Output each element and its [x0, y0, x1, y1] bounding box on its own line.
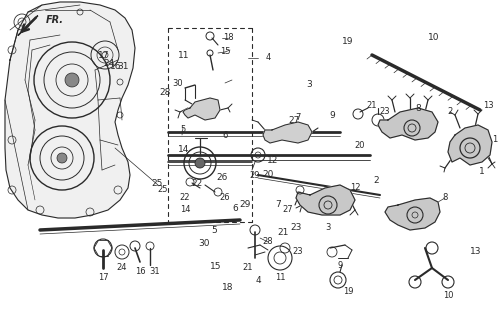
Circle shape — [195, 158, 205, 168]
Text: 18: 18 — [223, 34, 233, 43]
Text: 18: 18 — [222, 283, 234, 292]
Polygon shape — [385, 198, 440, 230]
Text: 11: 11 — [177, 52, 189, 60]
Text: 28: 28 — [262, 237, 273, 246]
Text: 5: 5 — [180, 125, 186, 134]
Text: 3: 3 — [325, 223, 331, 233]
Text: 11: 11 — [275, 274, 285, 283]
Text: 1: 1 — [493, 135, 498, 145]
Polygon shape — [448, 125, 492, 165]
Text: 8: 8 — [442, 194, 448, 203]
Text: 5: 5 — [211, 226, 217, 235]
Text: 15: 15 — [220, 47, 230, 57]
Text: 20: 20 — [262, 170, 273, 179]
Text: 7: 7 — [275, 200, 281, 209]
Text: 9: 9 — [330, 111, 336, 120]
Text: 14: 14 — [178, 145, 189, 154]
Text: 8: 8 — [415, 104, 421, 113]
Text: 13: 13 — [470, 247, 482, 256]
Text: 2: 2 — [374, 176, 379, 185]
Text: 29: 29 — [240, 200, 250, 209]
Text: FR.: FR. — [46, 15, 64, 25]
Text: 12: 12 — [350, 183, 360, 193]
Text: 23: 23 — [290, 223, 301, 232]
Text: 22: 22 — [192, 179, 203, 188]
Text: 20: 20 — [355, 140, 365, 149]
Text: 16: 16 — [134, 268, 145, 276]
Text: 13: 13 — [483, 100, 494, 109]
Text: 6: 6 — [232, 204, 238, 213]
Text: 24: 24 — [117, 263, 127, 273]
Text: 19: 19 — [342, 37, 354, 46]
Text: 3: 3 — [306, 80, 312, 89]
Text: 9: 9 — [337, 260, 343, 269]
Text: 15: 15 — [210, 262, 222, 271]
Polygon shape — [183, 98, 220, 120]
Text: 26: 26 — [217, 173, 228, 182]
Text: 30: 30 — [173, 78, 183, 87]
Text: 28: 28 — [160, 88, 171, 97]
Text: 27: 27 — [288, 116, 299, 125]
Polygon shape — [263, 122, 312, 143]
Text: 7: 7 — [295, 114, 301, 123]
Text: 21: 21 — [243, 263, 253, 273]
Text: 12: 12 — [267, 156, 278, 165]
Text: 31: 31 — [150, 268, 160, 276]
Text: 4: 4 — [255, 276, 261, 285]
Text: 25: 25 — [158, 186, 168, 195]
Text: 19: 19 — [343, 287, 353, 297]
Text: 2: 2 — [447, 108, 453, 116]
Text: 30: 30 — [198, 239, 210, 248]
Text: 10: 10 — [427, 33, 439, 42]
Text: 21: 21 — [367, 100, 377, 109]
Text: 29: 29 — [250, 171, 260, 180]
Text: 17: 17 — [98, 274, 108, 283]
Text: 10: 10 — [443, 291, 453, 300]
Text: 25: 25 — [152, 179, 163, 188]
Text: 16: 16 — [110, 62, 122, 71]
Text: 26: 26 — [220, 194, 230, 203]
Text: 31: 31 — [118, 62, 129, 71]
Text: 23: 23 — [293, 247, 303, 257]
Text: 23: 23 — [379, 108, 390, 116]
Circle shape — [65, 73, 79, 87]
Text: 1: 1 — [479, 167, 485, 176]
Polygon shape — [18, 16, 38, 36]
Text: 27: 27 — [283, 205, 293, 214]
Text: 17: 17 — [98, 51, 110, 60]
Circle shape — [57, 153, 67, 163]
Polygon shape — [5, 2, 135, 218]
Polygon shape — [296, 185, 355, 215]
Polygon shape — [378, 108, 438, 140]
Text: 4: 4 — [265, 53, 270, 62]
Text: 21: 21 — [277, 228, 288, 237]
Text: 22: 22 — [180, 193, 190, 202]
Text: 14: 14 — [180, 205, 190, 214]
Text: 24: 24 — [103, 59, 114, 68]
Text: 6: 6 — [222, 131, 228, 140]
